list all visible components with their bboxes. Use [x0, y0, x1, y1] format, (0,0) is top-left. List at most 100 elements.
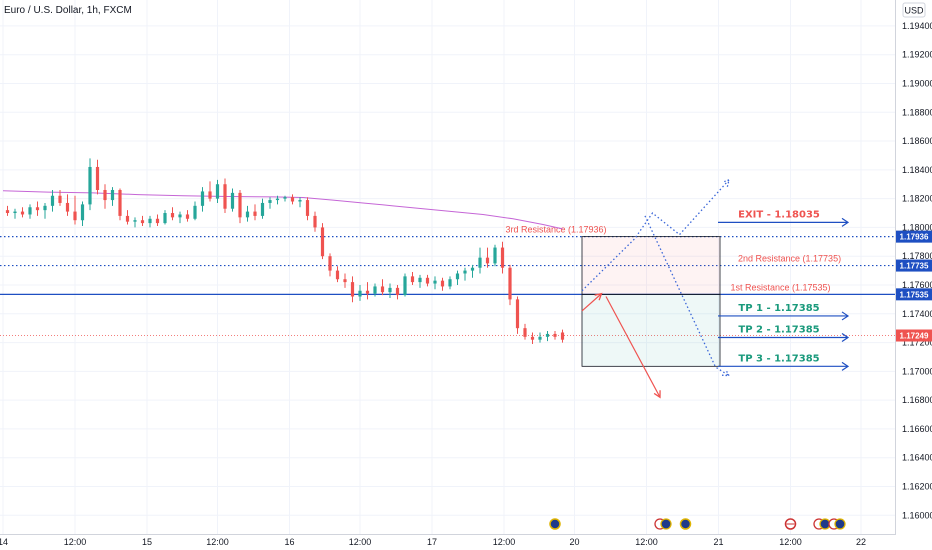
- target-zone: [581, 293, 721, 367]
- x-tick-label: 16: [284, 537, 294, 547]
- y-tick-label: 1.18800: [902, 107, 932, 117]
- forecast-paths: [581, 178, 731, 399]
- candle-body: [500, 247, 505, 268]
- x-tick-label: 21: [713, 537, 723, 547]
- candle-body: [95, 166, 100, 190]
- currency-label: USD: [904, 6, 924, 16]
- price-tag-current: [896, 329, 932, 342]
- x-tick-label: 17: [427, 537, 437, 547]
- x-tick-label: 20: [569, 537, 579, 547]
- level-lines: 3rd Resistance (1.17936) 2nd Resistance (…: [0, 225, 895, 336]
- candle-body: [215, 184, 220, 199]
- target-arrowhead-tp3: [841, 361, 850, 371]
- candle-body: [553, 333, 557, 337]
- candle-body: [125, 215, 130, 222]
- candle-body: [275, 198, 280, 201]
- level-label-r1: 1st Resistance (1.17535): [731, 282, 831, 292]
- axis-settings-icon[interactable]: [899, 537, 927, 548]
- candle-body: [328, 256, 332, 271]
- target-label-exit: EXIT - 1.18035: [738, 209, 820, 220]
- bearish-arrow-head: [653, 390, 661, 399]
- candle-body: [43, 205, 47, 211]
- level-label-r2: 2nd Resistance (1.17735): [738, 254, 841, 264]
- y-tick-label: 1.19000: [902, 78, 932, 88]
- candle-body: [185, 214, 190, 219]
- forecast-up-arrowhead: [722, 178, 730, 187]
- candle-body: [88, 166, 92, 205]
- candle-body: [140, 220, 145, 224]
- candle-body: [538, 336, 542, 340]
- candle-body: [560, 332, 565, 340]
- candle-body: [245, 211, 250, 218]
- candle-body: [118, 189, 122, 216]
- candle-body: [545, 333, 550, 337]
- y-tick-label: 1.18400: [902, 165, 932, 175]
- candle-body: [455, 273, 460, 280]
- candle-body: [155, 218, 160, 224]
- grid: [0, 0, 895, 534]
- x-tick-label: 12:00: [779, 537, 802, 547]
- target-arrowhead-tp2: [841, 333, 850, 343]
- candle-body: [440, 280, 445, 287]
- candle-body: [388, 287, 392, 293]
- price-tag-text-r1: 1.17535: [900, 290, 929, 299]
- y-tick-label: 1.16400: [902, 453, 932, 463]
- candle-body: [350, 282, 355, 297]
- candle-body: [365, 290, 370, 294]
- x-tick-label: 12:00: [493, 537, 516, 547]
- candle-body: [485, 257, 490, 264]
- currency-button[interactable]: USD: [902, 2, 926, 18]
- candle-body: [425, 277, 430, 284]
- stop-zone: [581, 236, 721, 295]
- candle-body: [103, 189, 107, 201]
- level-label-r3: 3rd Resistance (1.17936): [506, 225, 607, 235]
- target-label-tp2: TP 2 - 1.17385: [738, 325, 819, 336]
- candle-body: [133, 220, 137, 222]
- entry-arrow: [581, 293, 602, 312]
- y-tick-label: 1.18000: [902, 222, 932, 232]
- candle-body: [268, 200, 272, 203]
- candle-body: [290, 197, 295, 202]
- position-box: [581, 236, 721, 367]
- candle-body: [343, 279, 347, 283]
- candle-body: [65, 202, 70, 212]
- y-tick-label: 1.17800: [902, 251, 932, 261]
- candle-body: [163, 213, 167, 224]
- candle-body: [178, 214, 182, 218]
- y-tick-label: 1.16000: [902, 510, 932, 520]
- candle-body: [395, 287, 400, 296]
- symbol-title[interactable]: Euro / U.S. Dollar, 1h, FXCM: [4, 5, 132, 16]
- price-axis[interactable]: 1.16000 1.16200 1.16400 1.16600 1.16800 1.170…: [895, 0, 932, 534]
- candle-body: [320, 227, 325, 257]
- target-label-tp3: TP 3 - 1.17385: [738, 353, 819, 364]
- candle-body: [148, 218, 152, 224]
- candle-body: [230, 192, 235, 209]
- candle-body: [58, 195, 62, 203]
- candle-body: [463, 270, 467, 274]
- candle-body: [433, 280, 437, 284]
- eu-event-icon: [834, 518, 846, 530]
- candle-body: [358, 290, 362, 297]
- candle-body: [13, 211, 17, 214]
- candle-body: [80, 204, 85, 221]
- forecast-down-path: [644, 215, 730, 377]
- moving-average: [2, 190, 563, 230]
- y-tick-label: 1.18200: [902, 194, 932, 204]
- entry-arrow-head: [594, 292, 603, 301]
- candle-body: [418, 277, 422, 283]
- y-tick-label: 1.16200: [902, 482, 932, 492]
- forecast-down-arrowhead: [721, 369, 731, 377]
- x-tick-label: 12:00: [349, 537, 372, 547]
- candle-body: [478, 257, 482, 268]
- time-axis[interactable]: 14 12:00 15 12:00 16 12:00 17 12:00 20 12:00 21 12:…: [0, 534, 896, 548]
- price-tag-text-current: 1.17249: [900, 332, 929, 341]
- x-tick-label: 14: [0, 537, 8, 547]
- candle-body: [448, 279, 452, 287]
- candle-body: [35, 207, 40, 211]
- candle-body: [530, 336, 535, 340]
- x-tick-label: 12:00: [64, 537, 87, 547]
- candle-body: [20, 211, 25, 215]
- candle-body: [28, 207, 32, 215]
